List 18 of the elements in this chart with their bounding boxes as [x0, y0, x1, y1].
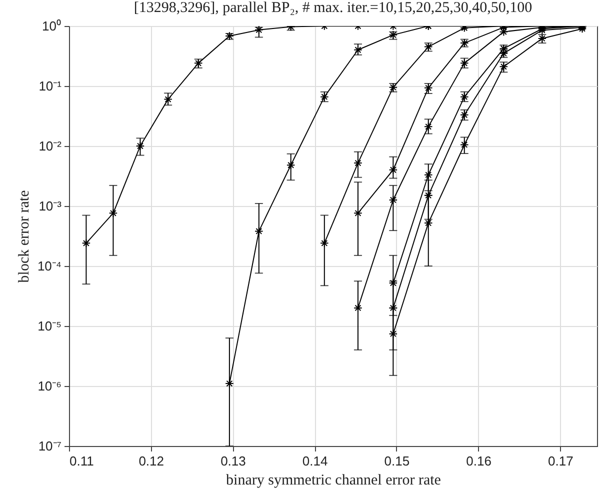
- y-tick-label: 10⁻⁴: [37, 258, 62, 274]
- x-tick-label: 0.16: [466, 454, 492, 468]
- x-axis-title: binary symmetric channel error rate: [226, 472, 442, 488]
- x-tick-label: 0.13: [220, 454, 246, 468]
- y-tick-label: 10⁻³: [38, 198, 62, 214]
- y-tick-label: 10⁰: [42, 18, 62, 34]
- x-tick-label: 0.15: [384, 454, 410, 468]
- x-tick-label: 0.12: [138, 454, 164, 468]
- x-tick-label: 0.17: [548, 454, 574, 468]
- y-tick-label: 10⁻²: [38, 138, 62, 154]
- y-tick-label: 10⁻¹: [38, 78, 62, 94]
- x-tick-label: 0.11: [70, 454, 94, 468]
- y-tick-label: 10⁻⁵: [38, 318, 62, 334]
- y-tick-label: 10⁻⁷: [38, 438, 62, 454]
- y-tick-label: 10⁻⁶: [38, 378, 62, 394]
- x-tick-label: 0.14: [302, 454, 328, 468]
- chart-title: [13298,3296], parallel BP₂, # max. iter.=10,15,20,25,30,40,50,100: [134, 0, 532, 16]
- y-axis-title: block error rate: [16, 190, 32, 283]
